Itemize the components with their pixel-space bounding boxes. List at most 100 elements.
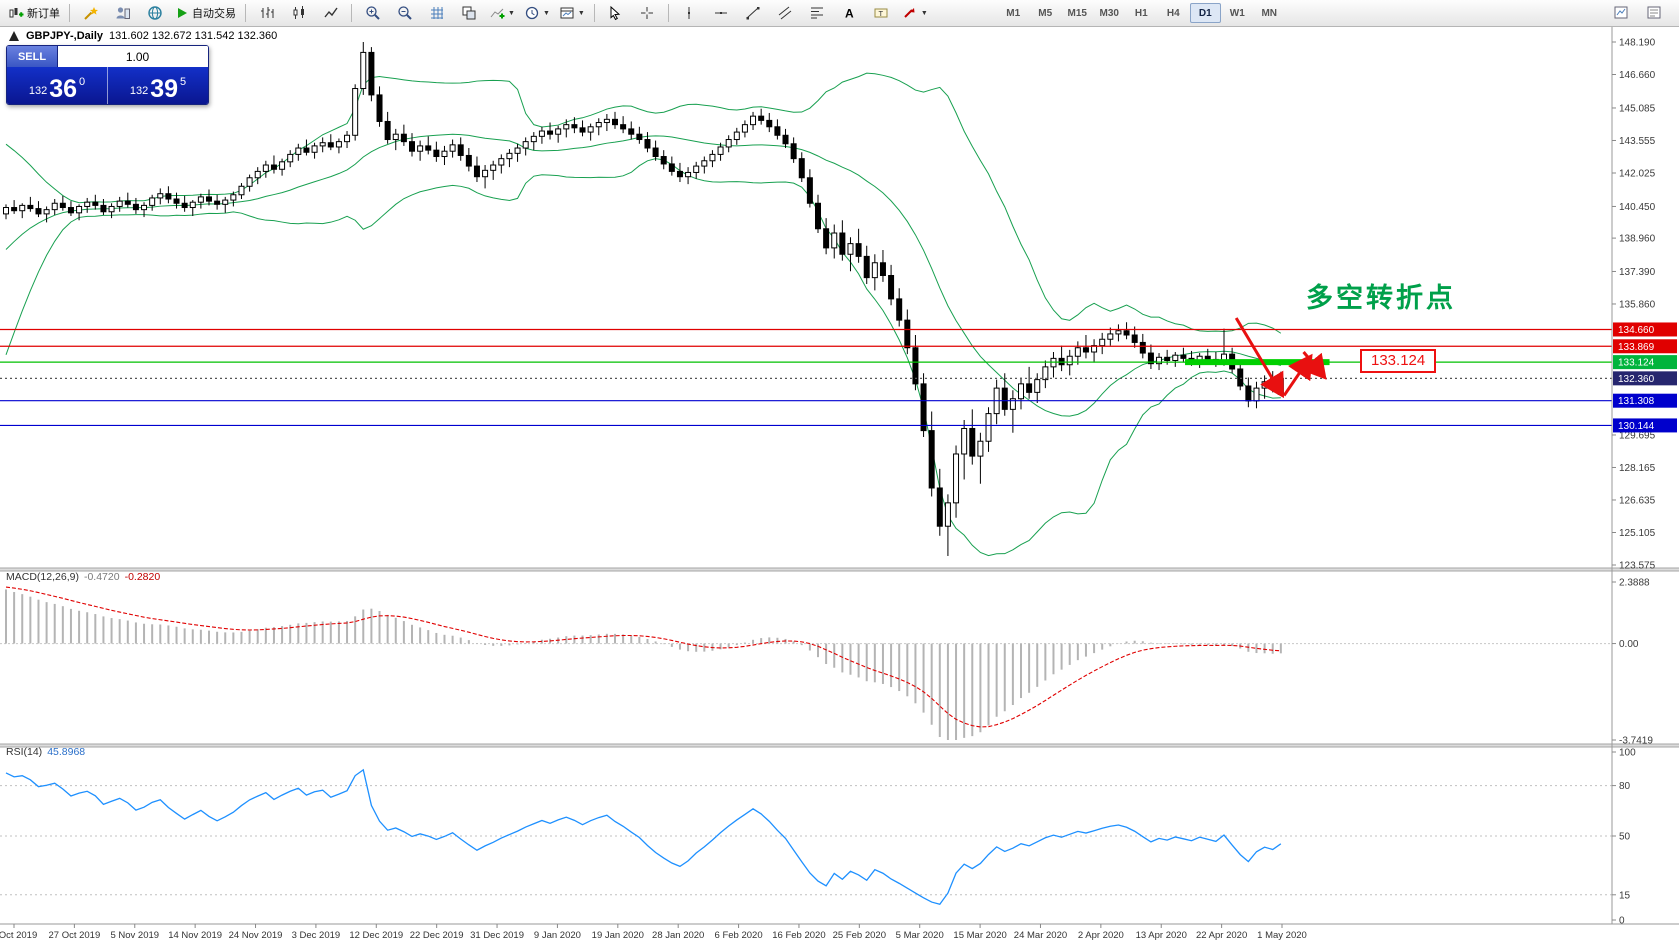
svg-text:148.190: 148.190 <box>1619 38 1656 49</box>
buy-price[interactable]: 132 39 5 <box>108 67 208 104</box>
toolbar-separator <box>69 4 70 22</box>
price-tag-130.144 <box>1613 418 1677 433</box>
svg-text:13 Apr 2020: 13 Apr 2020 <box>1136 930 1187 941</box>
caret-icon: ▼ <box>542 9 550 17</box>
svg-text:27 Oct 2019: 27 Oct 2019 <box>48 930 100 941</box>
svg-text:6 Feb 2020: 6 Feb 2020 <box>715 930 763 941</box>
svg-text:123.575: 123.575 <box>1619 561 1656 572</box>
sell-price-major: 132 <box>28 85 48 97</box>
fibonacci-button[interactable] <box>802 2 833 25</box>
timeframe-button-h4[interactable]: H4 <box>1166 7 1180 19</box>
price-tag-133.124 <box>1613 355 1677 370</box>
timeframe-button-m1[interactable]: M1 <box>1006 7 1021 19</box>
timeframe-button-h1[interactable]: H1 <box>1134 7 1148 19</box>
svg-text:24 Mar 2020: 24 Mar 2020 <box>1014 930 1067 941</box>
line-chart-button[interactable] <box>315 2 346 25</box>
caret-icon: ▼ <box>920 9 928 17</box>
trendline-icon <box>746 7 760 20</box>
svg-text:125.105: 125.105 <box>1619 528 1656 539</box>
svg-text:22 Dec 2019: 22 Dec 2019 <box>410 930 464 941</box>
timeframe-button-m15[interactable]: M15 <box>1067 7 1087 19</box>
timeframe-button-m30[interactable]: M30 <box>1099 7 1119 19</box>
tile-windows-button[interactable] <box>453 2 484 25</box>
cursor-button[interactable] <box>600 2 631 25</box>
auto-trading-label: 自动交易 <box>192 8 236 20</box>
templates-button[interactable]: ▼ <box>555 2 589 25</box>
svg-text:128.165: 128.165 <box>1619 463 1656 474</box>
crosshair-button[interactable] <box>632 2 663 25</box>
sell-price[interactable]: 132 36 0 <box>7 67 107 104</box>
text-button[interactable]: A <box>834 2 865 25</box>
rsi-pane <box>0 768 1612 905</box>
svg-text:130.144: 130.144 <box>1618 421 1655 432</box>
price-tag-134.660 <box>1613 322 1677 337</box>
svg-text:15: 15 <box>1619 890 1631 901</box>
turning-point-annotation[interactable]: 多空转折点 <box>1306 283 1456 313</box>
svg-text:22 Apr 2020: 22 Apr 2020 <box>1196 930 1247 941</box>
volume-input[interactable] <box>58 46 208 67</box>
timeframe-button-d1[interactable]: D1 <box>1189 3 1221 23</box>
level-price-box[interactable]: 133.124 <box>1360 349 1437 373</box>
ohlc-values: 131.602 132.672 131.542 132.360 <box>109 30 278 42</box>
data-window-button[interactable] <box>107 2 138 25</box>
market-watch-button[interactable] <box>75 2 106 25</box>
svg-text:2.3888: 2.3888 <box>1619 578 1650 589</box>
candlestick-icon <box>293 6 304 19</box>
timeframe-button-mn[interactable]: MN <box>1261 7 1278 19</box>
tile-windows-icon <box>462 6 475 20</box>
caret-icon: ▼ <box>508 9 515 17</box>
fibonacci-icon <box>811 7 824 19</box>
one-click-trading-panel: SELL ▲▼ BUY 132 36 0 132 39 5 <box>6 45 209 105</box>
svg-text:137.390: 137.390 <box>1619 267 1656 278</box>
zoom-in-icon <box>365 6 380 20</box>
toolbar-separator <box>351 4 352 22</box>
new-order-label: 新订单 <box>27 8 60 20</box>
chart-window-button-1[interactable] <box>1605 2 1636 25</box>
price-axis[interactable]: 148.190 146.660 145.085 143.555 142.025 140.4… <box>1611 26 1677 927</box>
auto-trading-button[interactable]: 自动交易 <box>171 2 240 25</box>
rsi-label: RSI(14) 45.8968 <box>6 746 85 758</box>
clock-icon <box>525 6 539 20</box>
svg-text:31 Dec 2019: 31 Dec 2019 <box>470 930 524 941</box>
red-arrows[interactable] <box>1234 317 1327 399</box>
candlestick-button[interactable] <box>283 2 314 25</box>
vertical-line-button[interactable] <box>674 2 705 25</box>
bollinger-bands <box>5 72 1282 557</box>
timeframe-button-m5[interactable]: M5 <box>1038 7 1053 19</box>
sell-button[interactable]: SELL <box>7 46 57 67</box>
indicators-button[interactable]: ▼ <box>485 2 519 25</box>
svg-text:131.308: 131.308 <box>1618 396 1655 407</box>
svg-text:3 Dec 2019: 3 Dec 2019 <box>292 930 341 941</box>
svg-text:12 Dec 2019: 12 Dec 2019 <box>349 930 403 941</box>
help-button[interactable] <box>139 2 170 25</box>
time-axis[interactable]: 7 Oct 2019 27 Oct 2019 5 Nov 2019 14 Nov 20… <box>0 923 1679 941</box>
timeframe-group: M1 M5 M15 M30 H1 H4 D1 W1 MN <box>998 3 1285 23</box>
text-label-button[interactable]: T <box>866 2 897 25</box>
timeframe-button-w1[interactable]: W1 <box>1229 7 1245 19</box>
svg-text:5 Mar 2020: 5 Mar 2020 <box>896 930 944 941</box>
svg-text:50: 50 <box>1619 832 1631 843</box>
grid-icon <box>430 7 443 19</box>
arrows-tool-button[interactable]: ▼ <box>898 2 932 25</box>
rsi-value: 45.8968 <box>47 746 86 758</box>
grid-button[interactable] <box>421 2 452 25</box>
macd-pane <box>0 586 1612 740</box>
svg-text:140.450: 140.450 <box>1619 202 1656 213</box>
channel-button[interactable] <box>770 2 801 25</box>
svg-text:80: 80 <box>1619 781 1631 792</box>
svg-text:134.660: 134.660 <box>1618 325 1655 336</box>
line-chart-icon <box>323 7 338 18</box>
bar-chart-button[interactable] <box>251 2 282 25</box>
price-tag-132.360 <box>1613 371 1677 386</box>
horizontal-line-button[interactable] <box>706 2 737 25</box>
trendline-button[interactable] <box>738 2 769 25</box>
text-icon: A <box>845 7 854 21</box>
new-order-button[interactable]: 新订单 <box>4 2 64 25</box>
chart-window-button-2[interactable] <box>1638 2 1669 25</box>
svg-text:14 Nov 2019: 14 Nov 2019 <box>168 930 222 941</box>
zoom-in-button[interactable] <box>357 2 388 25</box>
periods-button[interactable]: ▼ <box>520 2 554 25</box>
zoom-out-button[interactable] <box>389 2 420 25</box>
